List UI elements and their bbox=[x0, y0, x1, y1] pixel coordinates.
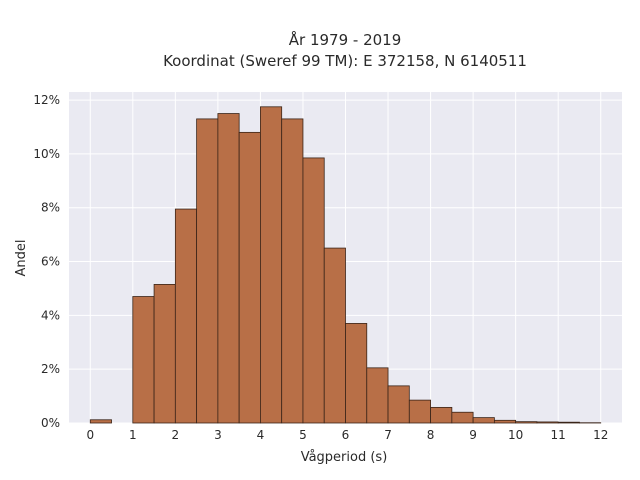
histogram-bar bbox=[281, 118, 304, 424]
y-tick-label: 12% bbox=[33, 93, 60, 107]
bars bbox=[89, 106, 602, 424]
histogram-bar bbox=[451, 411, 474, 424]
histogram-bar bbox=[217, 113, 240, 424]
x-axis-ticks: 0 1 2 3 4 5 6 7 8 9 10 11 12 bbox=[86, 428, 608, 442]
x-tick-label: 2 bbox=[172, 428, 180, 442]
histogram-bar bbox=[153, 284, 176, 424]
histogram-bar bbox=[493, 419, 517, 424]
histogram-bar bbox=[472, 417, 495, 424]
x-tick-label: 12 bbox=[593, 428, 608, 442]
x-tick-label: 4 bbox=[257, 428, 265, 442]
x-tick-label: 8 bbox=[427, 428, 435, 442]
x-tick-label: 6 bbox=[342, 428, 350, 442]
histogram-bar bbox=[430, 406, 453, 424]
x-tick-label: 11 bbox=[551, 428, 566, 442]
x-tick-label: 5 bbox=[299, 428, 307, 442]
histogram-bar bbox=[557, 421, 580, 424]
histogram-bar bbox=[302, 157, 325, 424]
x-tick-label: 3 bbox=[214, 428, 222, 442]
histogram-bar bbox=[387, 385, 410, 424]
x-tick-label: 7 bbox=[384, 428, 392, 442]
histogram-bar bbox=[345, 323, 368, 424]
y-tick-label: 8% bbox=[41, 201, 60, 215]
chart-title-line-1: År 1979 - 2019 bbox=[289, 30, 402, 49]
chart-title-line-2: Koordinat (Sweref 99 TM): E 372158, N 61… bbox=[163, 52, 527, 70]
histogram-bar bbox=[323, 247, 346, 424]
histogram-bar bbox=[196, 118, 219, 424]
y-tick-label: 4% bbox=[41, 308, 60, 322]
histogram-bar bbox=[174, 208, 198, 424]
x-tick-label: 9 bbox=[469, 428, 477, 442]
histogram-bar bbox=[260, 106, 283, 424]
histogram-bar bbox=[366, 367, 389, 424]
x-tick-label: 1 bbox=[129, 428, 137, 442]
histogram-bar bbox=[408, 399, 431, 424]
y-axis-ticks: 0% 2% 4% 6% 8% 10% 12% bbox=[33, 93, 60, 430]
histogram-bar bbox=[536, 421, 559, 424]
histogram-bar bbox=[238, 131, 261, 424]
y-tick-label: 0% bbox=[41, 416, 60, 430]
histogram-bar bbox=[515, 421, 538, 424]
y-tick-label: 10% bbox=[33, 147, 60, 161]
histogram-bar bbox=[89, 419, 112, 424]
x-axis-label: Vågperiod (s) bbox=[301, 450, 388, 465]
y-tick-label: 2% bbox=[41, 362, 60, 376]
x-tick-label: 10 bbox=[508, 428, 523, 442]
x-tick-label: 0 bbox=[86, 428, 94, 442]
y-tick-label: 6% bbox=[41, 255, 60, 269]
y-axis-label: Andel bbox=[14, 240, 29, 277]
histogram-bar bbox=[132, 296, 155, 424]
